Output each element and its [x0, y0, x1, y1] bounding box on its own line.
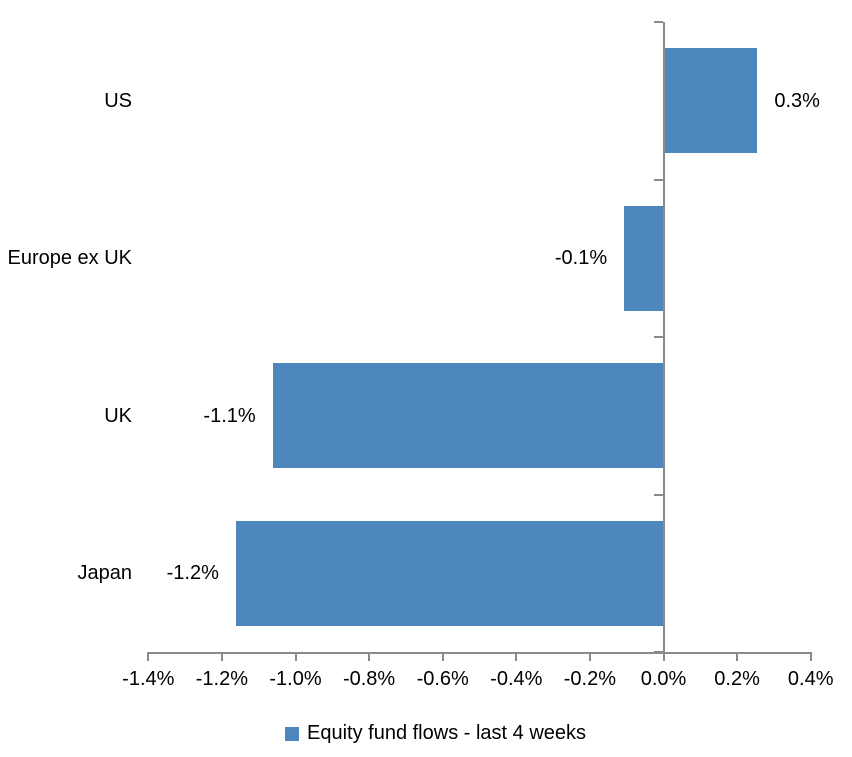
- category-label-us: US: [104, 89, 132, 112]
- value-label-japan: -1.2%: [166, 562, 219, 585]
- y-tick-0: [653, 21, 663, 23]
- x-tick-label-3: -0.8%: [342, 668, 396, 690]
- value-label-us: 0.3%: [774, 89, 820, 112]
- x-tick-2: [294, 652, 297, 661]
- x-tick-label-2: -1.0%: [269, 668, 322, 690]
- x-tick-7: [662, 652, 665, 661]
- value-label-uk: -1.1%: [203, 404, 256, 427]
- bar-us: [663, 48, 758, 154]
- legend: Equity fund flows - last 4 weeks: [285, 721, 586, 745]
- x-tick-0: [147, 652, 150, 661]
- y-tick-2: [653, 336, 663, 338]
- x-tick-1: [220, 652, 223, 661]
- x-tick-label-9: 0.4%: [787, 668, 834, 690]
- x-tick-label-6: -0.2%: [563, 668, 617, 690]
- category-label-europe-ex-uk: Europe ex UK: [7, 247, 132, 270]
- bar-europe-ex-uk: [624, 205, 664, 311]
- x-tick-label-1: -1.2%: [195, 668, 249, 690]
- category-label-japan: Japan: [77, 562, 133, 585]
- x-tick-5: [515, 652, 518, 661]
- y-tick-3: [653, 493, 663, 496]
- x-tick-label-4: -0.6%: [416, 668, 469, 690]
- x-tick-9: [809, 652, 812, 661]
- x-tick-3: [368, 652, 371, 661]
- legend-swatch-icon: [285, 727, 299, 741]
- x-axis-line: [148, 652, 811, 654]
- x-tick-4: [441, 652, 444, 661]
- x-tick-6: [588, 652, 591, 661]
- value-label-europe-ex-uk: -0.1%: [554, 247, 608, 270]
- x-tick-label-8: 0.2%: [714, 668, 760, 690]
- y-axis-line: [662, 22, 665, 654]
- x-tick-label-5: -0.4%: [490, 668, 543, 690]
- bar-uk: [272, 363, 664, 469]
- y-tick-1: [653, 178, 663, 181]
- category-label-uk: UK: [104, 404, 132, 427]
- bar-japan: [235, 520, 664, 626]
- legend-label: Equity fund flows - last 4 weeks: [307, 722, 587, 744]
- x-tick-label-0: -1.4%: [122, 668, 175, 690]
- x-tick-label-7: 0.0%: [640, 668, 687, 690]
- x-tick-8: [736, 652, 739, 661]
